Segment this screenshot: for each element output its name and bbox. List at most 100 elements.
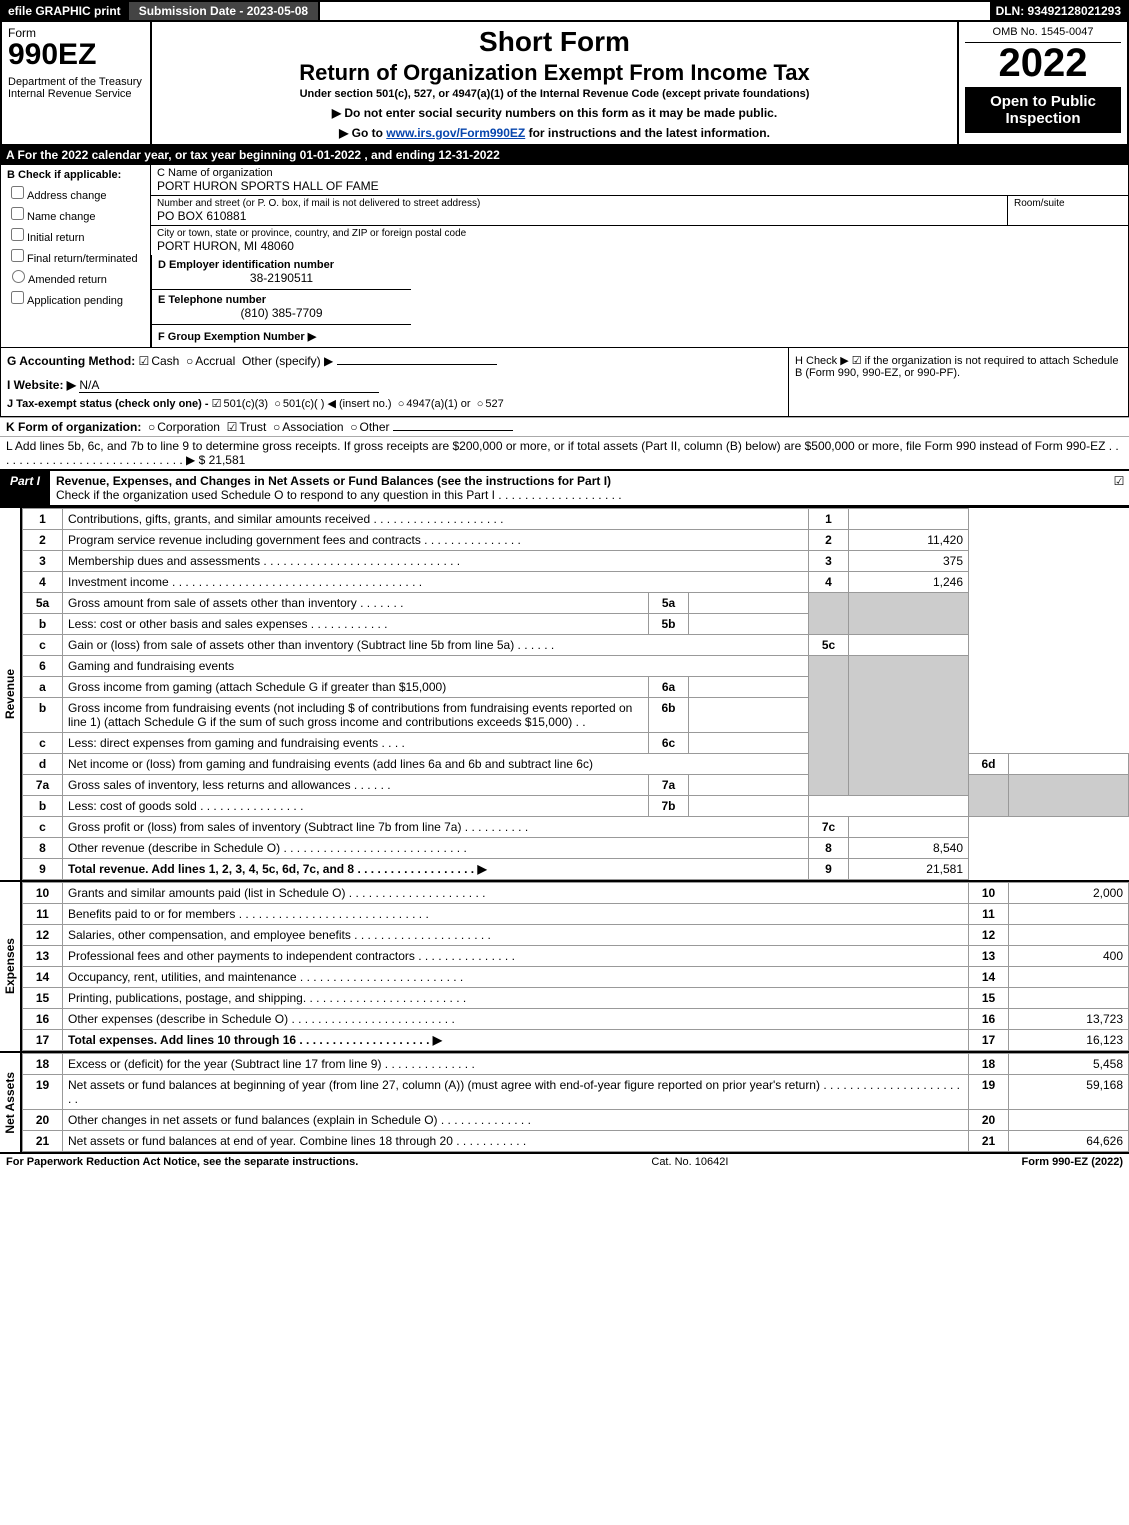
i-val: N/A xyxy=(79,378,379,393)
dln-label: DLN: 93492128021293 xyxy=(990,2,1127,20)
netassets-body: 18Excess or (deficit) for the year (Subt… xyxy=(22,1053,1129,1152)
row-7b: bLess: cost of goods sold . . . . . . . … xyxy=(23,796,1129,817)
ssn-warning: ▶ Do not enter social security numbers o… xyxy=(158,106,951,120)
row-20: 20Other changes in net assets or fund ba… xyxy=(23,1110,1129,1131)
form-ref: Form 990-EZ (2022) xyxy=(1022,1156,1123,1168)
under-section: Under section 501(c), 527, or 4947(a)(1)… xyxy=(158,88,951,100)
revenue-sidelabel: Revenue xyxy=(1,665,19,723)
row-16: 16Other expenses (describe in Schedule O… xyxy=(23,1009,1129,1030)
j-line: J Tax-exempt status (check only one) - 5… xyxy=(7,397,782,410)
header-mid: Short Form Return of Organization Exempt… xyxy=(152,22,957,144)
j-527[interactable]: 527 xyxy=(477,398,504,410)
chk-name-change[interactable]: Name change xyxy=(7,204,144,223)
chk-address-change[interactable]: Address change xyxy=(7,183,144,202)
part-i-checkbox[interactable]: ☑ xyxy=(1109,471,1129,505)
header-right: OMB No. 1545-0047 2022 Open to Public In… xyxy=(957,22,1127,144)
k-assoc[interactable]: Association xyxy=(273,420,344,434)
c-name-val: PORT HURON SPORTS HALL OF FAME xyxy=(157,179,1122,193)
row-3: 3Membership dues and assessments . . . .… xyxy=(23,551,1129,572)
expenses-sidelabel-wrap: Expenses xyxy=(0,882,22,1051)
block-h: H Check ▶ ☑ if the organization is not r… xyxy=(788,348,1128,416)
paperwork-notice: For Paperwork Reduction Act Notice, see … xyxy=(6,1156,358,1168)
c-city-val: PORT HURON, MI 48060 xyxy=(157,239,1122,253)
col-c-wrap: C Name of organization PORT HURON SPORTS… xyxy=(151,165,1128,347)
f-group: F Group Exemption Number ▶ xyxy=(152,325,411,347)
k-other-blank[interactable] xyxy=(393,430,513,431)
j-501c3[interactable]: 501(c)(3) xyxy=(212,398,269,410)
d-val: 38-2190511 xyxy=(158,271,405,285)
l-txt: L Add lines 5b, 6c, and 7b to line 9 to … xyxy=(6,439,1119,467)
f-lbl: F Group Exemption Number ▶ xyxy=(158,331,316,343)
e-val: (810) 385-7709 xyxy=(158,306,405,320)
part-i-tag: Part I xyxy=(0,471,50,505)
block-g: G Accounting Method: Cash Accrual Other … xyxy=(1,348,788,416)
e-lbl: E Telephone number xyxy=(158,294,405,306)
row-14: 14Occupancy, rent, utilities, and mainte… xyxy=(23,967,1129,988)
row-8: 8Other revenue (describe in Schedule O) … xyxy=(23,838,1129,859)
main-title: Return of Organization Exempt From Incom… xyxy=(158,60,951,86)
g-other[interactable]: Other (specify) ▶ xyxy=(242,354,333,368)
efile-label[interactable]: efile GRAPHIC print xyxy=(2,2,127,20)
form-header: Form 990EZ Department of the Treasury In… xyxy=(0,22,1129,146)
chk-application-pending[interactable]: Application pending xyxy=(7,288,144,307)
c-addr-row: Number and street (or P. O. box, if mail… xyxy=(151,196,1128,226)
expenses-table: 10Grants and similar amounts paid (list … xyxy=(22,882,1129,1051)
k-other[interactable]: Other xyxy=(350,420,389,434)
c-addr-left: Number and street (or P. O. box, if mail… xyxy=(151,196,1008,225)
c-name-sect: C Name of organization PORT HURON SPORTS… xyxy=(151,165,1128,196)
netassets-table: 18Excess or (deficit) for the year (Subt… xyxy=(22,1053,1129,1152)
row-a-period: A For the 2022 calendar year, or tax yea… xyxy=(0,146,1129,164)
part-i-title: Revenue, Expenses, and Changes in Net As… xyxy=(50,471,1109,505)
row-5a: 5aGross amount from sale of assets other… xyxy=(23,593,1129,614)
g-cash[interactable]: Cash xyxy=(139,354,180,368)
cat-no: Cat. No. 10642I xyxy=(651,1156,728,1168)
g-lbl: G Accounting Method: xyxy=(7,354,135,368)
col-b-checkboxes: B Check if applicable: Address change Na… xyxy=(1,165,151,347)
instr2-post: for instructions and the latest informat… xyxy=(525,126,770,140)
block-bcdef: B Check if applicable: Address change Na… xyxy=(0,164,1129,348)
chk-final-return[interactable]: Final return/terminated xyxy=(7,246,144,265)
k-lbl: K Form of organization: xyxy=(6,420,141,434)
k-trust[interactable]: Trust xyxy=(227,420,267,434)
row-5c: cGain or (loss) from sale of assets othe… xyxy=(23,635,1129,656)
c-city-sect: City or town, state or province, country… xyxy=(151,226,1128,255)
row-9: 9Total revenue. Add lines 1, 2, 3, 4, 5c… xyxy=(23,859,1129,880)
topbar-spacer xyxy=(320,2,989,20)
row-2: 2Program service revenue including gover… xyxy=(23,530,1129,551)
top-bar: efile GRAPHIC print Submission Date - 20… xyxy=(0,0,1129,22)
l-line: L Add lines 5b, 6c, and 7b to line 9 to … xyxy=(0,436,1129,469)
revenue-sidelabel-wrap: Revenue xyxy=(0,508,22,880)
row-17: 17Total expenses. Add lines 10 through 1… xyxy=(23,1030,1129,1051)
b-header: B Check if applicable: xyxy=(7,169,144,181)
e-phone: E Telephone number (810) 385-7709 xyxy=(152,290,411,325)
chk-initial-return[interactable]: Initial return xyxy=(7,225,144,244)
expenses-body: 10Grants and similar amounts paid (list … xyxy=(22,882,1129,1051)
form-number: 990EZ xyxy=(8,40,144,70)
expenses-sidelabel: Expenses xyxy=(1,934,19,998)
row-11: 11Benefits paid to or for members . . . … xyxy=(23,904,1129,925)
k-line: K Form of organization: Corporation Trus… xyxy=(0,417,1129,436)
row-15: 15Printing, publications, postage, and s… xyxy=(23,988,1129,1009)
g-line: G Accounting Method: Cash Accrual Other … xyxy=(7,354,782,368)
irs-link[interactable]: www.irs.gov/Form990EZ xyxy=(386,126,525,140)
j-501c[interactable]: 501(c)( ) ◀ (insert no.) xyxy=(274,398,391,410)
g-accrual[interactable]: Accrual xyxy=(186,354,235,368)
c-room: Room/suite xyxy=(1008,196,1128,225)
c-addr-lbl: Number and street (or P. O. box, if mail… xyxy=(157,198,1001,209)
j-4947[interactable]: 4947(a)(1) or xyxy=(398,398,471,410)
netassets-sidelabel-wrap: Net Assets xyxy=(0,1053,22,1152)
open-to-public: Open to Public Inspection xyxy=(965,87,1121,133)
col-c: C Name of organization PORT HURON SPORTS… xyxy=(151,165,1128,255)
chk-amended-return[interactable]: Amended return xyxy=(7,267,144,286)
revenue-wrap: Revenue 1Contributions, gifts, grants, a… xyxy=(0,506,1129,880)
row-7c: cGross profit or (loss) from sales of in… xyxy=(23,817,1129,838)
d-ein: D Employer identification number 38-2190… xyxy=(152,255,411,290)
g-other-blank[interactable] xyxy=(337,364,497,365)
revenue-table: 1Contributions, gifts, grants, and simil… xyxy=(22,508,1129,880)
c-addr-val: PO BOX 610881 xyxy=(157,209,1001,223)
k-corp[interactable]: Corporation xyxy=(148,420,220,434)
c-city-lbl: City or town, state or province, country… xyxy=(157,228,1122,239)
c-name-lbl: C Name of organization xyxy=(157,167,1122,179)
row-13: 13Professional fees and other payments t… xyxy=(23,946,1129,967)
dept-label: Department of the Treasury Internal Reve… xyxy=(8,76,144,100)
